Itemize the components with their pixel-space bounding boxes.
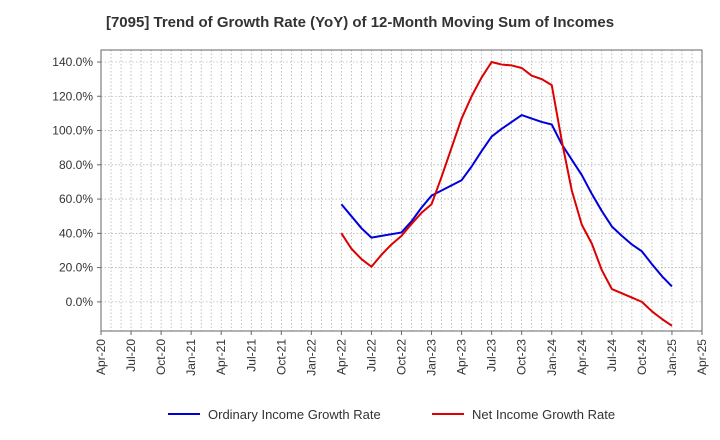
x-tick-label: Jan-22 [304,339,318,376]
x-tick-label: Apr-23 [455,339,469,375]
x-tick-label: Jul-21 [244,339,258,372]
x-tick-label: Apr-25 [695,339,709,375]
series-line-net-income [340,60,673,327]
axes: 140.0% 120.0% 100.0% 80.0% 60.0% 40.0% 20.0% 0.… [52,49,709,376]
x-tick-label: Jul-24 [605,339,619,372]
legend: Ordinary Income Growth Rate Net Income Gr… [168,407,615,422]
x-tick-label: Jan-23 [425,339,439,376]
y-tick-label: 40.0% [59,226,93,240]
series-line-ordinary-income [340,114,673,288]
x-tick-label: Jul-23 [485,339,499,372]
y-tick-label: 100.0% [52,124,93,138]
x-tick-label: Jan-25 [665,339,679,376]
x-tick-label: Oct-23 [515,339,529,375]
y-tick-label: 20.0% [59,261,93,275]
x-tick-label: Jul-22 [364,339,378,372]
y-tick-label: 120.0% [52,89,93,103]
x-tick-label: Apr-24 [575,339,589,375]
x-tick-label: Apr-21 [214,339,228,375]
x-tick-label: Oct-22 [395,339,409,375]
legend-label-ordinary-income: Ordinary Income Growth Rate [208,407,381,422]
legend-label-net-income: Net Income Growth Rate [472,407,615,422]
grid [101,50,702,331]
chart-title: [7095] Trend of Growth Rate (YoY) of 12-… [105,14,615,31]
x-tick-label: Jan-24 [545,339,559,376]
x-tick-label: Oct-24 [635,339,649,375]
x-tick-label: Apr-20 [94,339,108,375]
series-lines [340,60,673,327]
y-tick-label: 140.0% [52,55,93,69]
x-tick-label: Jan-21 [184,339,198,376]
y-tick-label: 60.0% [59,192,93,206]
x-tick-label: Jul-20 [124,339,138,372]
y-tick-label: 0.0% [66,295,94,309]
y-tick-label: 80.0% [59,158,93,172]
x-tick-label: Oct-20 [154,339,168,375]
x-tick-label: Apr-22 [334,339,348,375]
x-tick-label: Oct-21 [274,339,288,375]
